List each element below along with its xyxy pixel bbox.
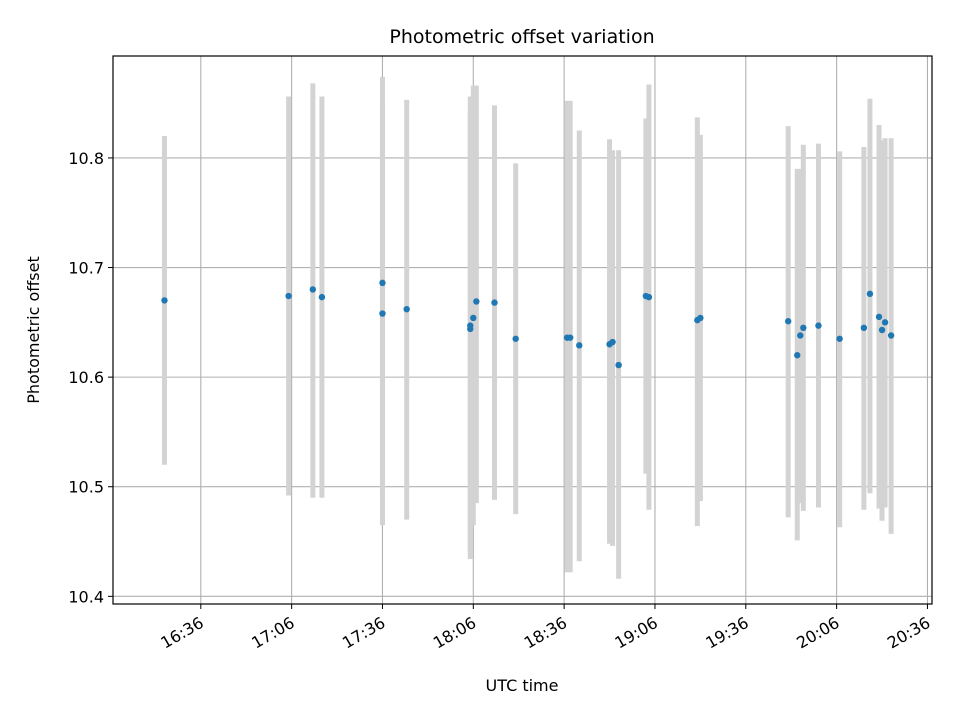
y-tick-label: 10.8	[68, 149, 104, 168]
data-point	[794, 352, 801, 359]
data-point	[318, 293, 326, 301]
data-point	[881, 319, 889, 326]
data-point	[645, 293, 653, 301]
data-point	[470, 314, 477, 322]
data-point	[800, 324, 807, 332]
data-point	[797, 332, 804, 339]
plot-frame	[112, 55, 933, 605]
y-tick-label: 10.5	[68, 478, 104, 497]
data-point	[615, 361, 622, 369]
chart-title: Photometric offset variation	[389, 26, 654, 48]
data-points	[161, 279, 895, 369]
data-point	[836, 335, 843, 342]
data-point	[161, 297, 168, 304]
data-point	[403, 305, 410, 313]
data-point	[576, 342, 583, 349]
data-point	[379, 310, 386, 317]
data-point	[887, 332, 895, 339]
data-point	[512, 335, 519, 342]
y-axis: 10.4 10.5 10.6 10.7 10.8	[68, 149, 113, 606]
y-axis-label: Photometric offset	[24, 256, 43, 404]
data-point	[878, 326, 886, 334]
data-point	[566, 334, 574, 341]
x-axis-label: UTC time	[486, 676, 559, 695]
data-point	[875, 313, 883, 321]
data-point	[860, 324, 868, 332]
data-point	[866, 290, 874, 298]
data-point	[379, 279, 386, 287]
data-point	[784, 318, 792, 325]
data-point	[309, 286, 317, 293]
data-point	[285, 292, 292, 300]
y-tick-label: 10.7	[68, 259, 104, 278]
data-point	[697, 314, 704, 322]
data-point	[609, 338, 616, 346]
y-tick-label: 10.4	[68, 587, 104, 606]
y-tick-label: 10.6	[68, 368, 104, 387]
data-point	[815, 322, 822, 329]
data-point	[473, 298, 480, 305]
data-point	[491, 299, 498, 306]
data-point	[467, 322, 474, 329]
